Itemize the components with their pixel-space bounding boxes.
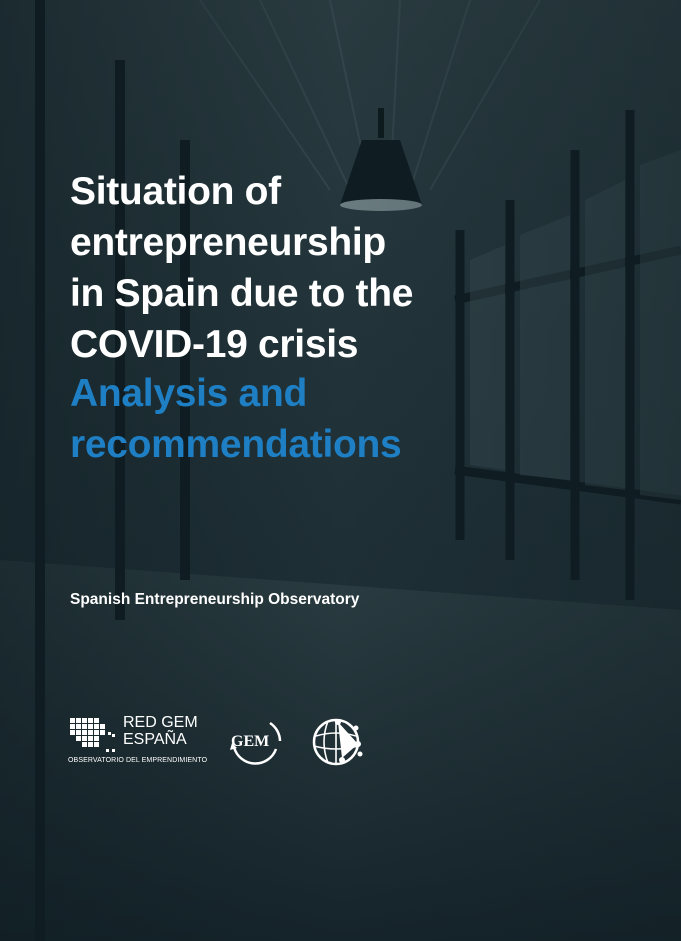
redgem-tagline: OBSERVATORIO DEL EMPRENDIMIENTO [68,757,208,764]
red-gem-espana-wordmark: RED GEM ESPAÑA [123,714,198,748]
spain-pixel-map-icon [70,718,115,752]
report-subtitle: Analysis and recommendations [70,368,630,470]
title-line: in Spain due to the [70,272,414,315]
logo-strip: RED GEM ESPAÑA OBSERVATORIO DEL EMPRENDI… [68,712,388,772]
subtitle-line: Analysis and [70,372,307,415]
gem-logo-text: GEM [231,733,269,750]
organization-name: Spanish Entrepreneurship Observatory [70,591,360,608]
red-gem-label: RED GEM [123,714,198,731]
report-title: Situation of entrepreneurship in Spain d… [70,166,630,370]
gem-logo: GEM [230,721,282,765]
globe-network-icon [312,718,363,766]
subtitle-line: recommendations [70,423,402,466]
title-line: entrepreneurship [70,221,386,264]
espana-label: ESPAÑA [123,731,187,748]
title-line: Situation of [70,170,281,213]
title-line: COVID-19 crisis [70,323,359,366]
